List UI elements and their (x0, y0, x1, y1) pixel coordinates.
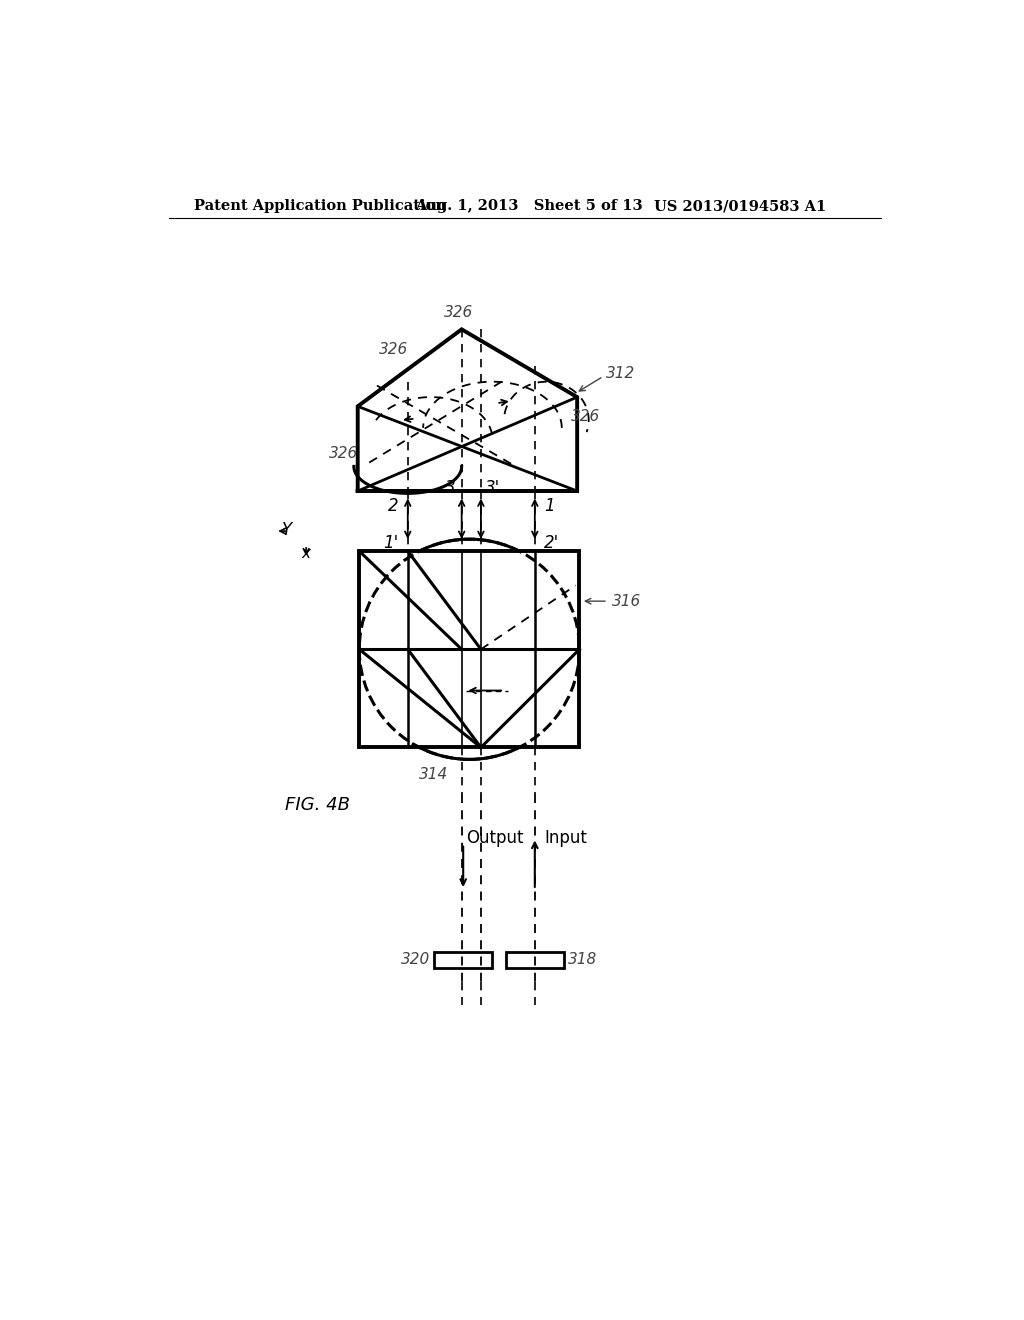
Text: Input: Input (544, 829, 587, 846)
Bar (506, 952, 563, 969)
Text: 316: 316 (611, 594, 641, 609)
Text: 318: 318 (567, 953, 597, 968)
Text: 3: 3 (444, 479, 456, 496)
Text: 1: 1 (544, 498, 555, 515)
Text: 326: 326 (379, 342, 409, 356)
Text: 2': 2' (544, 535, 559, 552)
Text: Y: Y (283, 520, 292, 539)
Text: 312: 312 (606, 367, 636, 381)
Text: 1': 1' (383, 535, 398, 552)
Text: 326: 326 (330, 446, 358, 461)
Text: US 2013/0194583 A1: US 2013/0194583 A1 (654, 199, 826, 213)
Text: x: x (302, 546, 310, 561)
Text: 2: 2 (388, 498, 398, 515)
Text: 326: 326 (444, 305, 473, 319)
Text: Aug. 1, 2013   Sheet 5 of 13: Aug. 1, 2013 Sheet 5 of 13 (416, 199, 643, 213)
Bar (434, 952, 493, 969)
Text: 314: 314 (419, 767, 449, 781)
Text: Patent Application Publication: Patent Application Publication (194, 199, 445, 213)
Text: 3': 3' (484, 479, 500, 496)
Text: 326: 326 (571, 409, 600, 424)
Text: FIG. 4B: FIG. 4B (285, 796, 349, 814)
Bar (359, 552, 580, 747)
Text: Output: Output (466, 829, 524, 846)
Text: 320: 320 (401, 953, 430, 968)
